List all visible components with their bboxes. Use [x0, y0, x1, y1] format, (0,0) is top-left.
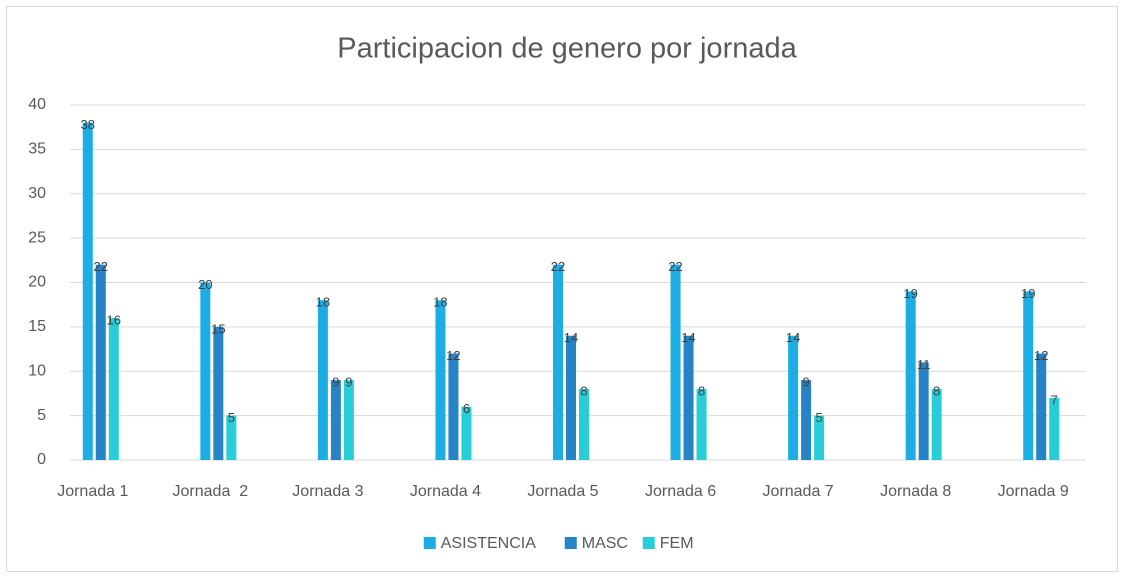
- legend-swatch: [564, 537, 577, 549]
- data-label: 22: [668, 259, 682, 274]
- bar: [814, 415, 825, 460]
- legend-swatch: [642, 537, 655, 549]
- data-label: 19: [903, 286, 917, 301]
- bar: [1049, 397, 1060, 460]
- bar: [931, 389, 942, 460]
- bar: [343, 380, 354, 460]
- data-label: 15: [211, 321, 225, 336]
- legend-swatch: [423, 537, 436, 549]
- bar: [200, 282, 211, 460]
- data-label: 11: [917, 357, 931, 372]
- x-tick-label: Jornada 7: [763, 483, 834, 500]
- x-tick-label: Jornada 5: [527, 483, 598, 500]
- y-tick-label: 0: [37, 451, 46, 468]
- bar: [435, 300, 446, 460]
- bar: [95, 264, 106, 460]
- x-tick-label: Jornada 6: [645, 483, 716, 500]
- data-label: 8: [580, 383, 587, 398]
- data-label: 38: [81, 117, 95, 132]
- y-tick-label: 30: [28, 185, 46, 202]
- bar: [788, 335, 799, 460]
- y-tick-label: 25: [28, 229, 46, 246]
- bar: [226, 415, 237, 460]
- bar: [317, 300, 328, 460]
- data-label: 16: [107, 312, 121, 327]
- x-tick-label: Jornada 2: [173, 483, 249, 500]
- bar: [801, 380, 812, 460]
- data-label: 7: [1051, 392, 1058, 407]
- bar: [696, 389, 707, 460]
- chart-title: Participacion de genero por jornada: [337, 33, 797, 65]
- data-label: 12: [446, 348, 460, 363]
- y-tick-label: 40: [28, 96, 46, 113]
- bar: [330, 380, 341, 460]
- data-label: 19: [1021, 286, 1035, 301]
- data-label: 8: [933, 383, 940, 398]
- bar: [461, 406, 472, 460]
- x-tick-label: Jornada 4: [410, 483, 481, 500]
- data-label: 9: [802, 375, 809, 390]
- data-label: 9: [345, 375, 352, 390]
- data-label: 8: [698, 383, 705, 398]
- x-tick-label: Jornada 3: [292, 483, 363, 500]
- bar: [670, 264, 681, 460]
- data-label: 22: [94, 259, 108, 274]
- bar: [1023, 291, 1034, 460]
- y-tick-label: 5: [37, 407, 46, 424]
- legend-label: FEM: [660, 535, 694, 552]
- bar: [918, 362, 929, 460]
- x-tick-label: Jornada 8: [880, 483, 951, 500]
- data-label: 14: [564, 330, 578, 345]
- bar: [1036, 353, 1047, 460]
- bar: [553, 264, 563, 460]
- data-label: 9: [332, 375, 339, 390]
- bar: [108, 318, 119, 460]
- data-label: 18: [316, 295, 330, 310]
- bar: [566, 335, 576, 460]
- data-label: 12: [1034, 348, 1048, 363]
- x-tick-label: Jornada 1: [57, 483, 128, 500]
- data-label: 6: [463, 401, 470, 416]
- bar: [448, 353, 459, 460]
- bar: [579, 389, 589, 460]
- y-tick-label: 15: [28, 318, 46, 335]
- data-label: 14: [786, 330, 800, 345]
- legend-label: ASISTENCIA: [441, 535, 536, 552]
- data-label: 18: [433, 295, 447, 310]
- data-label: 22: [551, 259, 565, 274]
- bar: [683, 335, 694, 460]
- bar: [905, 291, 916, 460]
- y-tick-label: 10: [28, 362, 46, 379]
- y-tick-label: 35: [28, 141, 46, 158]
- legend-label: MASC: [582, 535, 628, 552]
- data-label: 14: [681, 330, 695, 345]
- bar: [213, 326, 224, 460]
- data-label: 5: [228, 410, 235, 425]
- x-tick-label: Jornada 9: [998, 483, 1069, 500]
- data-label: 5: [815, 410, 822, 425]
- data-label: 20: [198, 277, 212, 292]
- bar: [82, 122, 93, 460]
- y-tick-label: 20: [28, 274, 46, 291]
